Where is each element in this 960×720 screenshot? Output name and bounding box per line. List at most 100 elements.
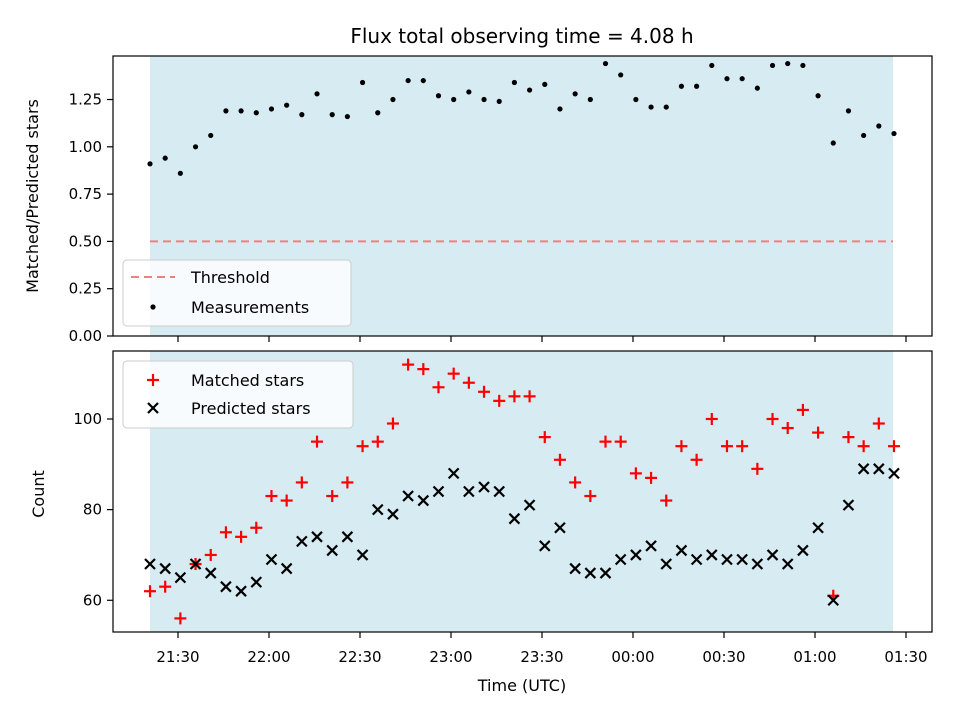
predicted-star-point: [812, 521, 824, 534]
predicted-star-point: [645, 540, 657, 552]
matched-star-point: [311, 435, 324, 448]
measurement-point: [329, 112, 335, 118]
x-tick-label: 01:00: [793, 648, 836, 666]
matched-star-point: [705, 412, 718, 425]
x-tick-label: 23:30: [520, 648, 563, 666]
x-tick-label: 00:30: [702, 648, 745, 666]
predicted-star-point: [554, 521, 566, 534]
measurement-point: [845, 108, 852, 114]
matched-star-point: [478, 385, 491, 398]
matched-star-point: [720, 440, 733, 453]
ratio-legend-box: [122, 259, 352, 327]
measurement-point: [511, 79, 518, 86]
matched-star-point: [736, 440, 749, 453]
y-tick-label: 1.25: [69, 91, 102, 109]
measurement-point: [451, 96, 457, 103]
matched-star-point: [766, 412, 779, 425]
x-tick-label: 21:30: [156, 648, 199, 666]
x-axis-label: Time (UTC): [477, 676, 566, 695]
measurement-point: [876, 123, 882, 129]
predicted-star-point: [174, 571, 187, 584]
legend-predicted-swatch: [147, 402, 159, 414]
measurement-point: [314, 91, 320, 97]
predicted-star-point: [447, 467, 460, 480]
ratio-axes-frame: [112, 55, 933, 337]
ratio-y-ticks: 0.00 0.25 0.50 0.75 1.00 1.25: [69, 91, 113, 345]
predicted-star-point: [797, 544, 809, 557]
predicted-star-point: [857, 463, 870, 475]
measurement-point: [678, 83, 685, 89]
predicted-star-point: [478, 481, 490, 493]
matched-star-point: [159, 580, 172, 593]
measurement-point: [375, 110, 381, 116]
matched-star-point: [796, 403, 809, 416]
count-axes-frame: [112, 350, 933, 633]
legend-predicted-label: Predicted stars: [191, 399, 311, 418]
measurement-point: [785, 60, 791, 67]
x-tick-label: 22:00: [247, 648, 290, 666]
matched-star-point: [584, 490, 597, 503]
matched-star-point: [629, 467, 642, 480]
matched-star-point: [280, 494, 293, 507]
legend-threshold-label: Threshold: [190, 268, 270, 287]
predicted-star-point: [432, 485, 445, 498]
measurement-point: [602, 60, 609, 67]
measurement-point: [390, 96, 396, 103]
measurement-point: [800, 62, 806, 69]
matched-star-point: [645, 471, 658, 484]
predicted-star-point: [538, 540, 551, 552]
legend-measurements-swatch: [150, 304, 156, 310]
measurement-point: [815, 93, 821, 99]
measurement-point: [344, 113, 350, 120]
measurement-point: [299, 112, 305, 118]
ratio-panel: 0.00 0.25 0.50 0.75 1.00 1.25 Matched/Predict…: [23, 55, 933, 345]
measurement-point: [192, 144, 199, 150]
measurement-point: [891, 130, 897, 137]
predicted-star-point: [630, 549, 642, 561]
measurement-point: [208, 132, 214, 139]
x-tick-label: 00:00: [611, 648, 654, 666]
y-tick-label: 60: [83, 591, 102, 609]
predicted-stars-points: [144, 463, 900, 607]
predicted-star-point: [569, 562, 581, 575]
matched-star-point: [614, 435, 627, 448]
predicted-star-point: [387, 508, 399, 520]
measurement-point: [694, 83, 700, 89]
measurement-point: [618, 72, 624, 78]
matched-star-point: [690, 453, 703, 466]
y-tick-label: 0.00: [69, 327, 102, 345]
matched-star-point: [356, 440, 369, 453]
measurement-point: [861, 132, 867, 139]
matched-star-point: [888, 440, 900, 453]
count-panel: 60 80 100 21:30 22:00 22:30 23:00 23:30 00:00 00…: [29, 350, 933, 695]
predicted-star-point: [721, 553, 733, 566]
predicted-star-point: [371, 503, 384, 516]
predicted-star-point: [417, 494, 430, 507]
count-y-ticks: 60 80 100: [73, 410, 113, 609]
predicted-star-point: [508, 512, 521, 525]
count-y-axis-label: Count: [29, 470, 48, 518]
predicted-star-point: [888, 467, 900, 480]
measurement-point: [238, 108, 244, 114]
predicted-star-point: [751, 558, 764, 570]
measurement-point: [405, 77, 411, 84]
count-legend-box: [122, 360, 354, 429]
measurement-point: [223, 108, 229, 114]
predicted-star-point: [402, 490, 414, 502]
matched-star-point: [250, 521, 263, 534]
predicted-star-point: [842, 499, 855, 511]
measurement-point: [284, 102, 290, 108]
measurement-point: [648, 104, 654, 110]
legend-measurements-label: Measurements: [191, 298, 309, 317]
matched-star-point: [812, 426, 825, 439]
measurement-point: [709, 62, 715, 69]
predicted-star-point: [250, 576, 263, 588]
predicted-star-point: [614, 553, 627, 566]
matched-star-point: [432, 381, 445, 394]
y-tick-label: 0.75: [69, 185, 102, 203]
x-tick-label: 22:30: [338, 648, 381, 666]
matched-star-point: [219, 526, 232, 539]
y-tick-label: 0.25: [69, 280, 102, 298]
measurement-point: [177, 170, 183, 176]
